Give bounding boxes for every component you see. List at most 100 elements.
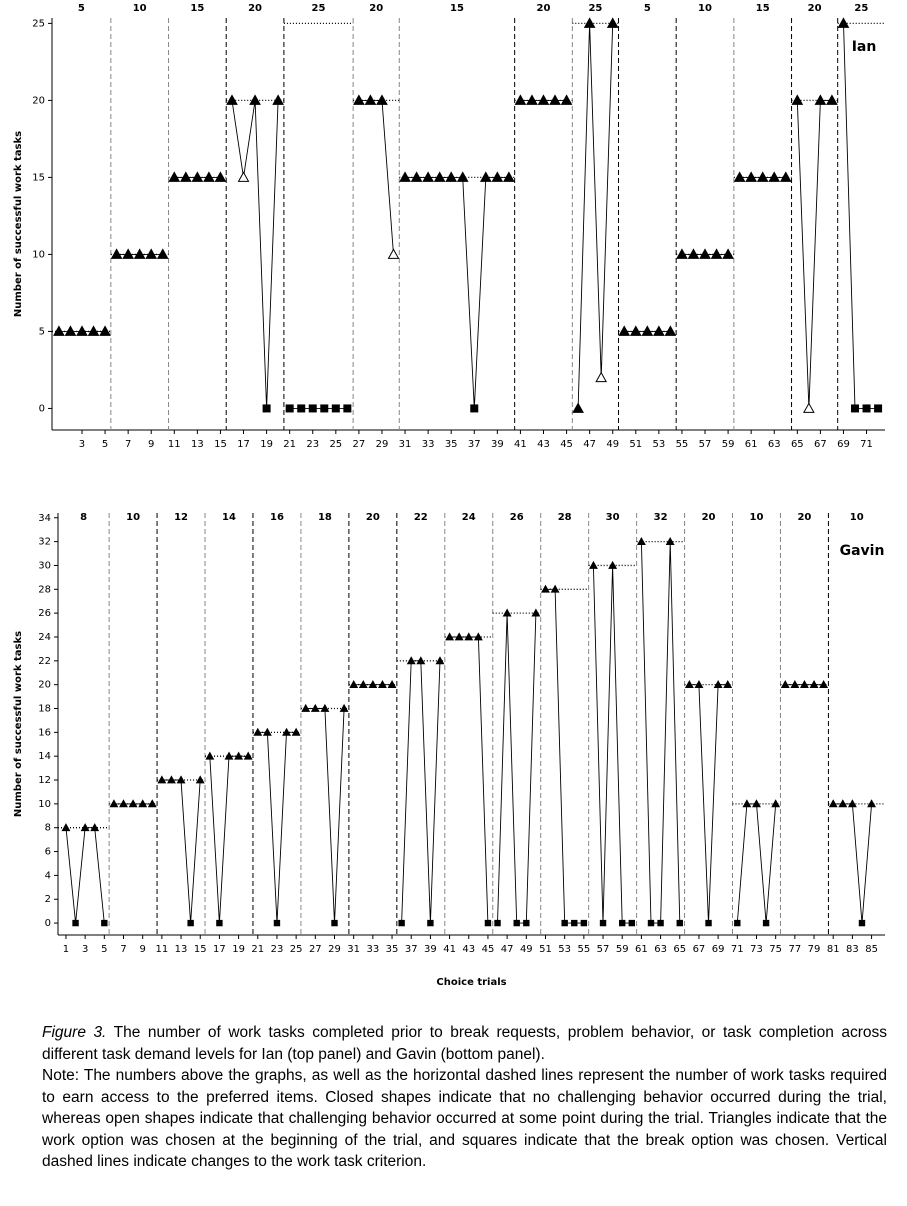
- x-tick-label: 67: [814, 439, 827, 450]
- x-tick-label: 53: [558, 944, 571, 955]
- panel-name: Ian: [852, 39, 877, 55]
- triangle-marker: [168, 171, 181, 182]
- triangle-marker: [819, 680, 829, 689]
- square-marker: [320, 404, 329, 413]
- phase-label: 10: [850, 512, 864, 523]
- triangle-marker: [752, 799, 761, 808]
- triangle-marker: [653, 325, 665, 336]
- x-tick-label: 57: [699, 439, 712, 450]
- square-marker: [470, 404, 479, 413]
- triangle-marker: [214, 171, 227, 182]
- y-tick-label: 4: [45, 870, 51, 881]
- x-tick-label: 33: [366, 944, 379, 955]
- triangle-marker: [156, 248, 169, 259]
- x-tick-label: 39: [424, 944, 437, 955]
- y-tick-label: 5: [39, 326, 45, 337]
- x-tick-label: 23: [271, 944, 284, 955]
- triangle-marker: [90, 823, 100, 832]
- y-tick-label: 20: [32, 95, 45, 106]
- panel-name: Gavin: [840, 543, 885, 559]
- triangle-marker: [87, 325, 100, 336]
- triangle-marker: [537, 94, 550, 105]
- square-marker: [762, 919, 770, 927]
- triangle-marker: [310, 703, 320, 712]
- x-tick-label: 49: [606, 439, 619, 450]
- x-tick-label: 9: [148, 439, 154, 450]
- triangle-marker: [722, 248, 734, 259]
- x-tick-label: 3: [79, 439, 85, 450]
- triangle-marker: [376, 94, 388, 105]
- triangle-marker: [378, 680, 387, 689]
- triangle-marker: [320, 703, 330, 712]
- triangle-marker: [110, 248, 123, 259]
- triangle-marker: [664, 325, 677, 336]
- x-tick-label: 43: [537, 439, 550, 450]
- x-tick-label: 11: [155, 944, 168, 955]
- phase-label: 20: [797, 512, 811, 523]
- y-tick-label: 24: [38, 632, 51, 643]
- x-tick-label: 55: [676, 439, 689, 450]
- x-tick-label: 27: [353, 439, 366, 450]
- triangle-marker: [445, 632, 455, 641]
- open-triangle-marker: [237, 171, 250, 182]
- triangle-marker: [205, 751, 215, 760]
- square-marker: [874, 404, 883, 413]
- y-tick-label: 12: [38, 775, 51, 786]
- x-tick-label: 55: [577, 944, 590, 955]
- x-tick-label: 15: [194, 944, 207, 955]
- caption-text: Figure 3. The number of work tasks compl…: [42, 1022, 887, 1065]
- triangle-marker: [387, 680, 397, 689]
- phase-label: 16: [270, 512, 284, 523]
- triangle-marker: [694, 680, 704, 689]
- x-tick-label: 19: [260, 439, 273, 450]
- triangle-marker: [713, 680, 723, 689]
- triangle-marker: [253, 727, 263, 736]
- square-marker: [343, 404, 352, 413]
- triangle-marker: [687, 248, 700, 259]
- x-tick-label: 71: [731, 944, 744, 955]
- triangle-marker: [249, 94, 261, 105]
- square-marker: [308, 404, 317, 413]
- triangle-marker: [53, 325, 65, 336]
- y-tick-label: 25: [32, 18, 45, 29]
- triangle-marker: [665, 536, 675, 545]
- phase-label: 20: [366, 512, 380, 523]
- square-marker: [187, 919, 194, 927]
- x-tick-label: 57: [597, 944, 610, 955]
- square-marker: [619, 919, 626, 927]
- triangle-marker: [684, 680, 694, 689]
- x-axis-label: Choice trials: [436, 977, 506, 988]
- triangle-marker: [676, 248, 688, 259]
- square-marker: [657, 919, 664, 927]
- x-tick-label: 53: [652, 439, 665, 450]
- x-tick-label: 43: [462, 944, 475, 955]
- square-marker: [331, 404, 340, 413]
- y-tick-label: 6: [45, 847, 51, 858]
- x-tick-label: 59: [616, 944, 629, 955]
- triangle-marker: [191, 171, 204, 182]
- square-marker: [331, 919, 338, 927]
- square-marker: [72, 919, 79, 927]
- x-tick-label: 61: [635, 944, 648, 955]
- phase-label: 10: [126, 512, 140, 523]
- square-marker: [513, 919, 520, 927]
- triangle-marker: [301, 703, 311, 712]
- x-tick-label: 7: [120, 944, 126, 955]
- triangle-marker: [606, 17, 619, 28]
- phase-label: 10: [133, 3, 147, 14]
- phase-label: 15: [756, 3, 770, 14]
- x-tick-label: 15: [214, 439, 227, 450]
- square-marker: [734, 919, 741, 927]
- phase-label: 20: [369, 3, 383, 14]
- triangle-marker: [422, 171, 434, 182]
- x-tick-label: 37: [405, 944, 418, 955]
- triangle-marker: [828, 799, 838, 808]
- x-tick-label: 29: [328, 944, 341, 955]
- phase-label: 30: [606, 512, 620, 523]
- triangle-marker: [867, 799, 877, 808]
- triangle-marker: [80, 823, 90, 832]
- y-tick-label: 16: [38, 727, 51, 738]
- x-tick-label: 47: [583, 439, 596, 450]
- x-tick-label: 41: [514, 439, 527, 450]
- triangle-marker: [629, 325, 642, 336]
